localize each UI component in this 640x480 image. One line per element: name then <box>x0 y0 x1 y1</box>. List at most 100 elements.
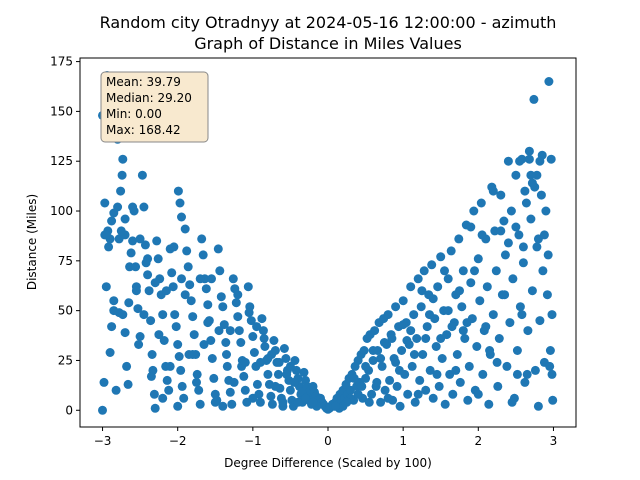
data-point <box>539 230 549 240</box>
data-point <box>152 236 162 246</box>
data-point <box>131 286 141 296</box>
data-point <box>258 326 268 336</box>
data-point <box>357 381 367 391</box>
data-point <box>282 369 292 379</box>
data-point <box>231 298 241 308</box>
data-point <box>443 306 453 316</box>
data-point <box>186 296 196 306</box>
data-point <box>361 361 371 371</box>
data-point <box>143 254 153 264</box>
data-point <box>505 318 515 328</box>
data-point <box>176 365 186 375</box>
data-point <box>454 234 464 244</box>
data-point <box>421 334 431 343</box>
data-point <box>391 357 401 367</box>
data-point <box>131 262 141 272</box>
data-point <box>263 369 273 379</box>
data-point <box>128 202 138 212</box>
data-point <box>406 326 416 336</box>
data-point <box>511 222 521 232</box>
data-point <box>161 286 171 296</box>
data-point <box>229 377 239 387</box>
data-point <box>428 294 438 304</box>
data-point <box>545 361 555 371</box>
data-point <box>124 298 134 308</box>
data-point <box>255 397 265 407</box>
data-point <box>118 310 128 320</box>
data-point <box>535 156 545 166</box>
y-tick-label: 25 <box>58 353 73 367</box>
data-point <box>458 326 468 336</box>
data-point <box>448 389 458 399</box>
data-point <box>372 377 382 387</box>
data-point <box>240 357 250 367</box>
data-point <box>173 340 183 349</box>
data-point <box>159 336 169 345</box>
data-point <box>133 304 143 314</box>
data-point <box>428 393 438 403</box>
data-point <box>239 371 249 381</box>
data-point <box>491 266 501 276</box>
stats-box: Mean: 39.79 Median: 29.20 Min: 0.00 Max:… <box>100 71 209 143</box>
data-point <box>520 377 530 387</box>
data-point <box>180 290 190 300</box>
data-point <box>285 385 295 395</box>
data-point <box>244 308 254 318</box>
data-point <box>503 156 513 166</box>
data-point <box>478 369 488 379</box>
data-point <box>413 274 423 284</box>
data-point <box>219 320 229 330</box>
data-point <box>500 250 510 260</box>
data-point <box>109 296 119 306</box>
data-point <box>243 282 253 292</box>
stats-min: Min: 0.00 <box>106 107 162 121</box>
data-point <box>210 397 220 407</box>
data-point <box>481 322 491 332</box>
data-point <box>177 212 186 222</box>
data-point <box>234 326 244 336</box>
data-point <box>410 397 420 407</box>
data-point <box>120 214 130 224</box>
data-point <box>532 242 542 252</box>
y-tick-label: 125 <box>50 154 73 168</box>
data-point <box>457 302 467 312</box>
data-point <box>301 393 310 403</box>
data-point <box>493 381 503 391</box>
data-point <box>99 377 109 387</box>
data-point <box>353 389 363 399</box>
data-point <box>182 246 192 256</box>
x-axis-ticks: −3 −2 −1 0 1 2 3 <box>94 427 557 448</box>
data-point <box>206 336 216 345</box>
data-point <box>376 354 386 363</box>
data-point <box>526 170 536 180</box>
data-point <box>514 230 524 240</box>
data-point <box>165 361 175 371</box>
data-point <box>175 198 185 208</box>
data-point <box>180 224 190 234</box>
data-point <box>168 282 178 292</box>
data-point <box>177 274 186 284</box>
data-point <box>248 332 258 341</box>
data-point <box>462 318 472 328</box>
data-point <box>391 302 401 312</box>
data-point <box>545 346 555 355</box>
x-tick-label: 1 <box>399 434 407 448</box>
x-tick-label: −1 <box>244 434 262 448</box>
data-point <box>370 326 380 336</box>
data-point <box>203 300 213 310</box>
data-point <box>198 250 208 260</box>
data-point <box>173 186 183 196</box>
data-point <box>147 350 157 359</box>
data-point <box>466 222 476 232</box>
data-point <box>349 373 359 383</box>
data-point <box>440 399 450 409</box>
data-point <box>236 338 246 347</box>
data-point <box>364 397 374 407</box>
y-tick-label: 0 <box>65 403 73 417</box>
data-point <box>117 170 127 180</box>
data-point <box>158 310 168 320</box>
scatter-points <box>98 71 558 415</box>
data-point <box>436 334 446 343</box>
data-point <box>524 154 534 164</box>
